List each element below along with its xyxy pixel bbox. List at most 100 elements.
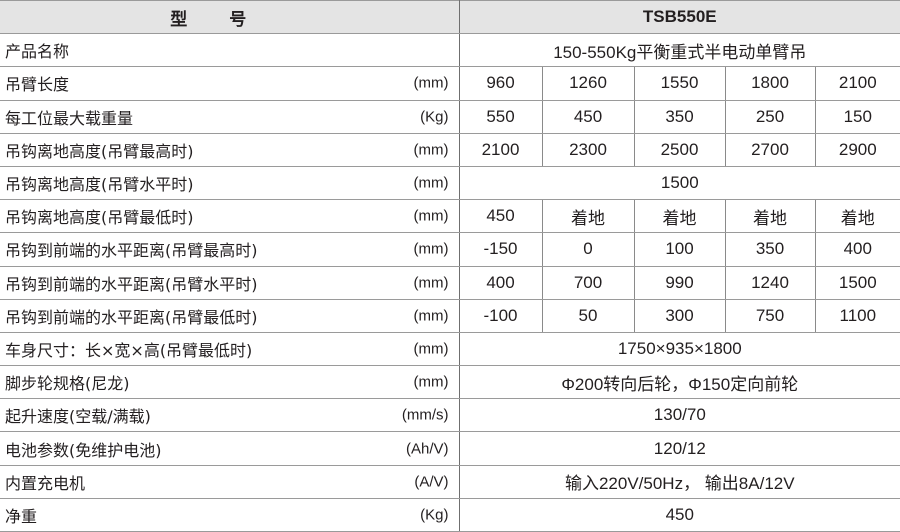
value-cell: 2500: [634, 133, 726, 167]
row-label-cell: 净重 (Kg): [0, 498, 460, 532]
table-row: 起升速度(空载/满载) (mm/s) 130/70: [0, 398, 900, 433]
table-row: 吊钩离地高度(吊臂水平时) (mm) 1500: [0, 166, 900, 201]
value-cell: 1500: [815, 266, 900, 300]
table-row: 吊钩离地高度(吊臂最高时) (mm) 2100 2300 2500 2700 2900: [0, 133, 900, 167]
value-cell: 100: [634, 232, 726, 267]
value-cell: 1100: [815, 299, 900, 333]
row-label: 吊钩到前端的水平距离(吊臂最高时): [5, 241, 258, 261]
value-cell: 着地: [542, 199, 635, 234]
row-label-cell: 起升速度(空载/满载) (mm/s): [0, 398, 460, 433]
row-unit: (mm): [413, 240, 449, 258]
row-label-cell: 吊臂长度 (mm): [0, 66, 460, 101]
row-unit: (mm): [413, 340, 449, 358]
row-unit: (mm/s): [401, 406, 449, 424]
value-cell: 450: [459, 498, 900, 532]
value-cell: 350: [725, 232, 816, 267]
value-cell: 120/12: [459, 431, 900, 466]
row-label-cell: 吊钩到前端的水平距离(吊臂最低时) (mm): [0, 299, 460, 333]
value-cell: 50: [542, 299, 635, 333]
value-cell: 1500: [459, 166, 900, 201]
row-label-cell: 吊钩到前端的水平距离(吊臂水平时) (mm): [0, 266, 460, 300]
value-cell: 400: [459, 266, 543, 300]
value-cell: 2700: [725, 133, 816, 167]
value-cell: 2300: [542, 133, 635, 167]
value-cell: 990: [634, 266, 726, 300]
row-label-cell: 吊钩到前端的水平距离(吊臂最高时) (mm): [0, 232, 460, 267]
row-label: 吊钩离地高度(吊臂水平时): [5, 175, 194, 195]
value-cell: 960: [459, 66, 543, 101]
row-label-cell: 脚步轮规格(尼龙) (mm): [0, 365, 460, 400]
row-label: 脚步轮规格(尼龙): [5, 374, 130, 394]
value-cell: 2100: [459, 133, 543, 167]
row-label: 内置充电机: [5, 473, 86, 493]
row-unit: (mm): [413, 174, 449, 192]
table-row: 车身尺寸：长×宽×高(吊臂最低时) (mm) 1750×935×1800: [0, 332, 900, 367]
row-label-cell: 每工位最大载重量 (Kg): [0, 100, 460, 134]
value-cell: 2100: [815, 66, 900, 101]
row-label-cell: 车身尺寸：长×宽×高(吊臂最低时) (mm): [0, 332, 460, 367]
table-row: 产品名称 150-550Kg平衡重式半电动单臂吊: [0, 33, 900, 68]
row-unit: (mm): [413, 373, 449, 391]
value-cell: 着地: [815, 199, 900, 234]
row-unit: (mm): [413, 307, 449, 325]
value-cell: 350: [634, 100, 726, 134]
row-label: 吊钩到前端的水平距离(吊臂水平时): [5, 274, 258, 294]
row-unit: (mm): [413, 274, 449, 292]
row-label: 产品名称: [5, 42, 70, 62]
row-unit: (A/V): [414, 473, 449, 491]
model-name: TSB550E: [459, 0, 900, 35]
row-label: 起升速度(空载/满载): [5, 407, 151, 427]
value-cell: 着地: [725, 199, 816, 234]
value-cell: 1750×935×1800: [459, 332, 900, 367]
value-cell: 400: [815, 232, 900, 267]
table-row: 内置充电机 (A/V) 输入220V/50Hz， 输出8A/12V: [0, 465, 900, 499]
value-cell: 700: [542, 266, 635, 300]
header-label: 型号: [0, 0, 460, 35]
value-cell: 着地: [634, 199, 726, 234]
value-cell: 300: [634, 299, 726, 333]
value-cell: 550: [459, 100, 543, 134]
value-cell: 1260: [542, 66, 635, 101]
row-label: 吊臂长度: [5, 75, 70, 95]
row-unit: (mm): [413, 207, 449, 225]
row-unit: (Kg): [420, 506, 449, 524]
table-row: 吊钩到前端的水平距离(吊臂最高时) (mm) -150 0 100 350 400: [0, 232, 900, 267]
row-label: 吊钩到前端的水平距离(吊臂最低时): [5, 307, 258, 327]
value-cell: 输入220V/50Hz， 输出8A/12V: [459, 465, 900, 499]
row-unit: (Ah/V): [405, 440, 449, 458]
row-label-cell: 内置充电机 (A/V): [0, 465, 460, 499]
row-unit: (mm): [413, 141, 449, 159]
row-unit: (Kg): [420, 108, 449, 126]
value-cell: 250: [725, 100, 816, 134]
value-cell: 450: [459, 199, 543, 234]
table-row: 吊臂长度 (mm) 960 1260 1550 1800 2100: [0, 66, 900, 101]
table-row: 吊钩到前端的水平距离(吊臂水平时) (mm) 400 700 990 1240 1500: [0, 266, 900, 300]
table-row: 吊钩离地高度(吊臂最低时) (mm) 450 着地 着地 着地 着地: [0, 199, 900, 234]
value-cell: -100: [459, 299, 543, 333]
row-label: 电池参数(免维护电池): [5, 440, 162, 460]
value-cell: 450: [542, 100, 635, 134]
value-cell: 150: [815, 100, 900, 134]
value-cell: 2900: [815, 133, 900, 167]
value-cell: 1550: [634, 66, 726, 101]
table-row: 电池参数(免维护电池) (Ah/V) 120/12: [0, 431, 900, 466]
table-row: 吊钩到前端的水平距离(吊臂最低时) (mm) -100 50 300 750 1100: [0, 299, 900, 333]
row-label-cell: 吊钩离地高度(吊臂最低时) (mm): [0, 199, 460, 234]
row-label: 吊钩离地高度(吊臂最低时): [5, 208, 194, 228]
table-row: 净重 (Kg) 450: [0, 498, 900, 532]
value-cell: 1240: [725, 266, 816, 300]
row-label: 每工位最大载重量: [5, 108, 134, 128]
table-row: 脚步轮规格(尼龙) (mm) Φ200转向后轮，Φ150定向前轮: [0, 365, 900, 400]
row-label-cell: 电池参数(免维护电池) (Ah/V): [0, 431, 460, 466]
value-cell: 0: [542, 232, 635, 267]
value-cell: 150-550Kg平衡重式半电动单臂吊: [459, 33, 900, 68]
header-row: 型号 TSB550E: [0, 0, 900, 35]
table-row: 每工位最大载重量 (Kg) 550 450 350 250 150: [0, 100, 900, 134]
value-cell: -150: [459, 232, 543, 267]
row-label-cell: 产品名称: [0, 33, 460, 68]
value-cell: 1800: [725, 66, 816, 101]
row-label: 净重: [5, 506, 38, 526]
value-cell: Φ200转向后轮，Φ150定向前轮: [459, 365, 900, 400]
row-label: 车身尺寸：长×宽×高(吊臂最低时): [5, 340, 253, 360]
